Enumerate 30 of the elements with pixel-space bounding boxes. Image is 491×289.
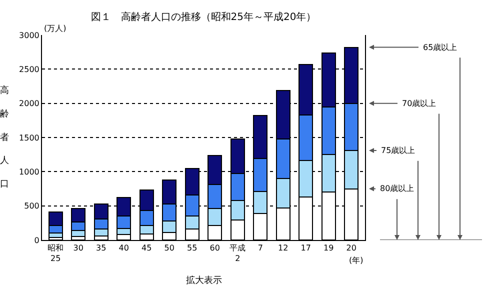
y-tick-label: 1500: [19, 133, 40, 142]
y-tick-label: 500: [24, 202, 40, 211]
x-tick-label: 35: [96, 244, 106, 253]
x-tick-label: 7: [258, 244, 263, 253]
text: (万人): [44, 24, 66, 33]
y-tick-label: 2000: [19, 99, 40, 108]
text: (年): [349, 256, 364, 265]
x-tick-label: 19: [324, 244, 334, 253]
chart-title: 図１ 高齢者人口の推移（昭和25年～平成20年）: [90, 11, 316, 24]
x-tick-label: 昭和25: [48, 244, 64, 263]
y-tick-label: 2500: [19, 64, 40, 74]
x-tick-label: 45: [142, 244, 152, 253]
text: 75歳以上: [381, 146, 416, 155]
text: 80歳以上: [380, 184, 414, 193]
y-tick-label: 1000: [19, 167, 40, 176]
x-tick-label: 12: [278, 244, 288, 253]
x-tick-label: 55: [187, 244, 198, 253]
x-tick-label: 30: [73, 244, 84, 253]
text: 70歳以上: [402, 99, 436, 108]
x-tick-label: 60: [210, 244, 220, 253]
x-tick-label: 20: [346, 244, 356, 253]
x-tick-label: 40: [118, 244, 129, 253]
x-tick-label: 平成2: [230, 244, 246, 263]
text: 高齢者人口: [0, 86, 9, 190]
y-tick-label: 3000: [19, 30, 40, 40]
text: 拡大表示: [186, 275, 222, 286]
x-tick-label: 50: [164, 244, 174, 253]
y-tick-label: 0: [34, 236, 40, 245]
x-tick-label: 17: [300, 244, 311, 253]
text: 65歳以上: [423, 43, 458, 52]
